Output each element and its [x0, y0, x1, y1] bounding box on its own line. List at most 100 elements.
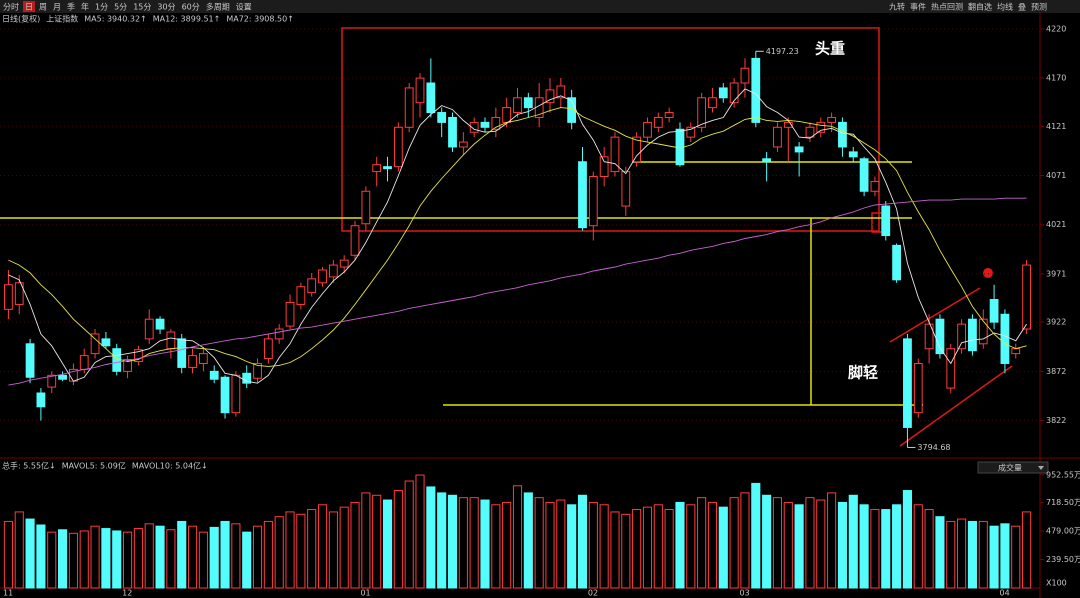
- tab[interactable]: 60分: [182, 3, 200, 12]
- min-label: 3794.68: [917, 443, 950, 452]
- volume-bar: [567, 504, 577, 589]
- candle-body: [426, 82, 436, 114]
- volume-bar: [967, 520, 977, 589]
- volume-bar: [707, 501, 718, 589]
- y-tick-label: 4071: [1046, 171, 1066, 180]
- volume-bar: [285, 511, 295, 589]
- volume-bar: [317, 504, 328, 589]
- max-label: 4197.23: [766, 47, 799, 56]
- tab-bg[interactable]: [23, 1, 35, 12]
- tool-button[interactable]: 热点回测: [931, 2, 963, 12]
- candle-body: [610, 136, 620, 173]
- toolbar-bg: [0, 0, 1080, 13]
- tab[interactable]: 设置: [236, 2, 252, 12]
- tab[interactable]: 月: [53, 3, 61, 12]
- tool-button[interactable]: 事件: [910, 2, 926, 12]
- volume-bar: [166, 529, 176, 589]
- candle-body: [859, 158, 869, 192]
- legend-entry: MAVOL5: 5.09亿: [62, 461, 126, 471]
- volume-bar: [1000, 523, 1010, 589]
- volume-bar: [187, 525, 198, 589]
- volume-bar: [545, 501, 555, 589]
- volume-bar: [816, 499, 826, 589]
- tab[interactable]: 周: [39, 3, 47, 12]
- candle-body: [946, 348, 956, 389]
- tool-button[interactable]: 翻自选: [968, 2, 992, 12]
- volume-bar: [144, 523, 154, 589]
- tab[interactable]: 5分: [114, 3, 127, 12]
- candle-body: [274, 328, 284, 340]
- candle-body: [1000, 313, 1010, 364]
- annotation: 头重: [815, 40, 845, 58]
- candle-body: [339, 259, 349, 268]
- candle-body: [263, 338, 273, 360]
- volume-bar: [350, 501, 360, 589]
- candle-body: [285, 301, 295, 327]
- volume-bar: [58, 529, 68, 589]
- candle-body: [827, 116, 837, 123]
- tab[interactable]: 15分: [133, 3, 151, 12]
- candle-body: [209, 370, 219, 380]
- tab[interactable]: 日: [25, 3, 33, 12]
- candle-body: [708, 97, 717, 109]
- candle-body: [968, 318, 977, 352]
- candle-body: [415, 77, 425, 104]
- volume-bar: [220, 520, 230, 589]
- candle-body: [177, 338, 187, 368]
- tab[interactable]: 多周期: [206, 2, 230, 12]
- candle-body: [123, 359, 132, 372]
- tool-button[interactable]: 预测: [1031, 2, 1047, 12]
- volume-bar: [1011, 525, 1021, 589]
- x-tick-label: 03: [740, 589, 750, 598]
- header-text: 上证指数: [46, 14, 78, 24]
- tab[interactable]: 30分: [157, 3, 175, 12]
- candle-body: [469, 121, 479, 133]
- volume-bar: [859, 504, 869, 589]
- candle-body: [36, 392, 46, 408]
- candle-body: [621, 171, 631, 207]
- legend-entry: MA5: 3940.32↑: [84, 15, 147, 24]
- volume-bar: [133, 528, 143, 589]
- volume-bar: [892, 504, 902, 589]
- tab[interactable]: 分时: [3, 2, 19, 12]
- indicator-label[interactable]: 成交量: [998, 463, 1022, 473]
- x-tick-label: 02: [588, 589, 598, 598]
- tab[interactable]: 季: [67, 2, 75, 12]
- annotation: 脚轻: [848, 364, 878, 382]
- break-box: [871, 212, 883, 233]
- candle-body: [588, 176, 598, 227]
- candle-body: [599, 156, 609, 178]
- tab[interactable]: 年: [81, 2, 89, 12]
- volume-bar: [902, 490, 912, 589]
- volume-bar: [512, 485, 523, 589]
- header-text: 日线(复权): [2, 14, 40, 24]
- volume-bar: [382, 499, 393, 589]
- volume-bar: [989, 525, 999, 589]
- indicator-select[interactable]: [977, 461, 1049, 474]
- volume-bar: [458, 497, 468, 589]
- volume-bar: [827, 492, 837, 589]
- candle-body: [913, 362, 923, 414]
- candle-body: [513, 97, 522, 114]
- legend-entry: 总手: 5.55亿↓: [2, 461, 56, 471]
- signal-icon: [983, 268, 993, 278]
- volume-bar: [599, 504, 609, 589]
- y-tick-label: 4121: [1046, 122, 1066, 131]
- volume-bar: [25, 518, 35, 589]
- tool-button[interactable]: 叠: [1018, 3, 1026, 12]
- tool-button[interactable]: 九转: [889, 2, 905, 12]
- candle-body: [773, 126, 782, 148]
- candle-body: [903, 338, 912, 428]
- candle-body: [794, 146, 804, 153]
- volume-bar: [653, 504, 663, 589]
- candle-body: [231, 374, 241, 414]
- volume-bar: [447, 494, 458, 589]
- candle-body: [350, 225, 360, 256]
- volume-bar: [296, 513, 306, 589]
- tool-button[interactable]: 均线: [997, 2, 1013, 12]
- volume-bar: [913, 504, 923, 589]
- tab[interactable]: 1分: [95, 3, 108, 12]
- dropdown-arrow[interactable]: [1038, 466, 1044, 470]
